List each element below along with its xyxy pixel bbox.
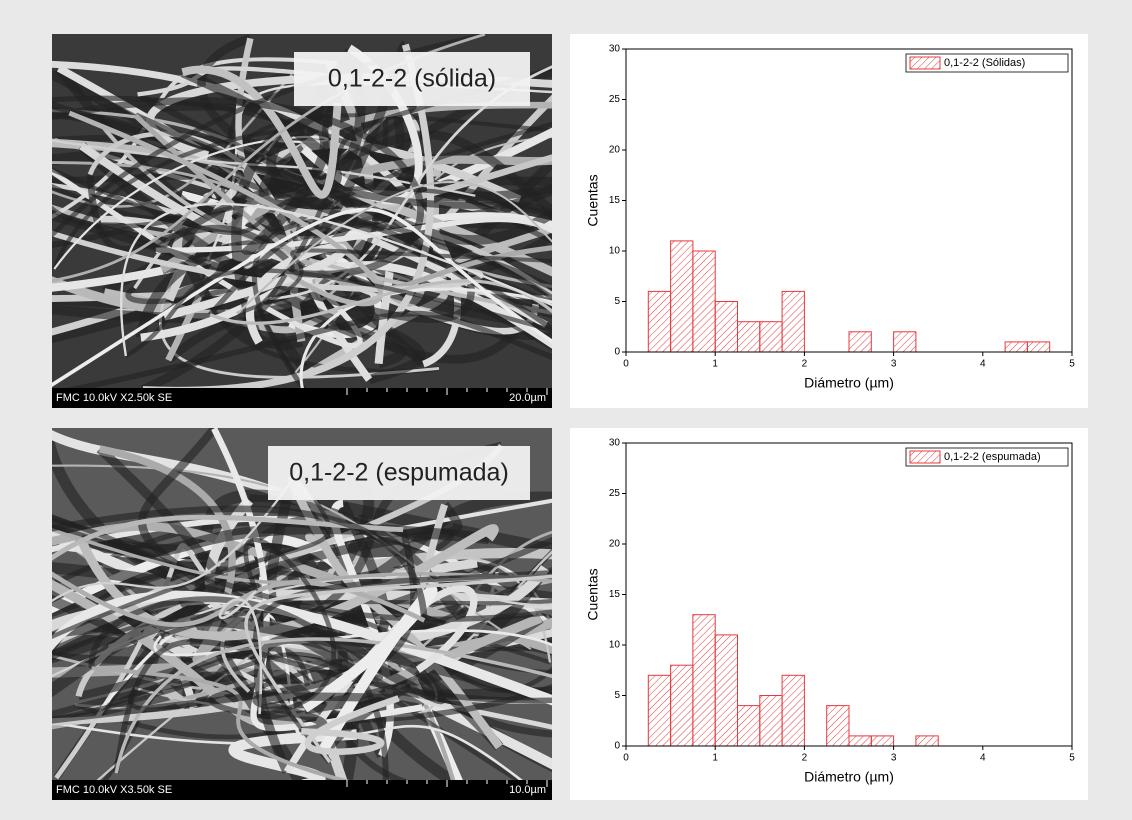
bar: [827, 706, 849, 746]
sem-image: 0,1-2-2 (espumada) FMC 10.0kV X3.50k SE 10…: [52, 428, 552, 800]
x-tick-label: 2: [802, 359, 808, 370]
x-tick-label: 4: [980, 753, 986, 764]
y-axis-label: Cuentas: [585, 568, 601, 620]
y-tick-label: 20: [609, 145, 621, 156]
bar: [693, 251, 715, 352]
x-tick-label: 2: [802, 753, 808, 764]
y-tick-label: 0: [614, 347, 620, 358]
y-tick-label: 10: [609, 246, 621, 257]
y-tick-label: 5: [614, 690, 620, 701]
bar: [916, 736, 938, 746]
page: {"images": [ {"label": "0,1-2-2 (sólida)…: [0, 0, 1132, 820]
y-tick-label: 10: [609, 640, 621, 651]
x-axis-label: Diámetro (µm): [804, 769, 894, 785]
y-tick-label: 0: [614, 741, 620, 752]
bar: [760, 322, 782, 352]
scale-label: 10.0µm: [509, 784, 546, 796]
bar: [738, 322, 760, 352]
bar: [1027, 342, 1049, 352]
bar: [871, 736, 893, 746]
bar: [648, 291, 670, 352]
y-tick-label: 20: [609, 539, 621, 550]
y-tick-label: 25: [609, 94, 621, 105]
bar: [849, 332, 871, 352]
scale-label: 20.0µm: [509, 392, 546, 404]
image-info: FMC 10.0kV X3.50k SE: [56, 784, 172, 796]
y-tick-label: 15: [609, 589, 621, 600]
y-tick-label: 30: [609, 438, 621, 449]
y-tick-label: 25: [609, 488, 621, 499]
x-tick-label: 3: [891, 359, 897, 370]
x-tick-label: 3: [891, 753, 897, 764]
x-tick-label: 4: [980, 359, 986, 370]
bar: [894, 332, 916, 352]
image-label: 0,1-2-2 (sólida): [328, 65, 496, 93]
y-tick-label: 30: [609, 44, 621, 55]
legend-swatch: [910, 451, 940, 463]
legend-swatch: [910, 57, 940, 69]
histogram: 0,1-2-2 (espumada) 0 5 10 15 20 25 30 0 1 2 3 4 5 Diám…: [570, 428, 1088, 800]
bar: [738, 706, 760, 746]
bar: [715, 302, 737, 353]
x-tick-label: 5: [1069, 359, 1075, 370]
x-axis-label: Diámetro (µm): [804, 375, 894, 391]
bar: [671, 241, 693, 352]
bar: [849, 736, 871, 746]
legend-label: 0,1-2-2 (Sólidas): [944, 57, 1025, 69]
histogram: 0,1-2-2 (Sólidas) 0 5 10 15 20 25 30 0 1 2 3 4 5 Diáme…: [570, 34, 1088, 408]
y-axis-label: Cuentas: [585, 174, 601, 226]
x-tick-label: 5: [1069, 753, 1075, 764]
bar: [648, 675, 670, 746]
x-tick-label: 1: [712, 753, 718, 764]
bar: [715, 635, 737, 746]
y-tick-label: 15: [609, 195, 621, 206]
x-tick-label: 0: [623, 753, 629, 764]
bar: [782, 675, 804, 746]
bar: [693, 615, 715, 746]
bar: [782, 291, 804, 352]
legend-label: 0,1-2-2 (espumada): [944, 451, 1041, 463]
x-tick-label: 0: [623, 359, 629, 370]
bar: [671, 665, 693, 746]
y-tick-label: 5: [614, 296, 620, 307]
x-tick-label: 1: [712, 359, 718, 370]
image-info: FMC 10.0kV X2.50k SE: [56, 392, 172, 404]
bar: [1005, 342, 1027, 352]
image-label: 0,1-2-2 (espumada): [289, 459, 509, 487]
sem-image: 0,1-2-2 (sólida) FMC 10.0kV X2.50k SE 20.0…: [52, 34, 552, 408]
bar: [760, 696, 782, 747]
